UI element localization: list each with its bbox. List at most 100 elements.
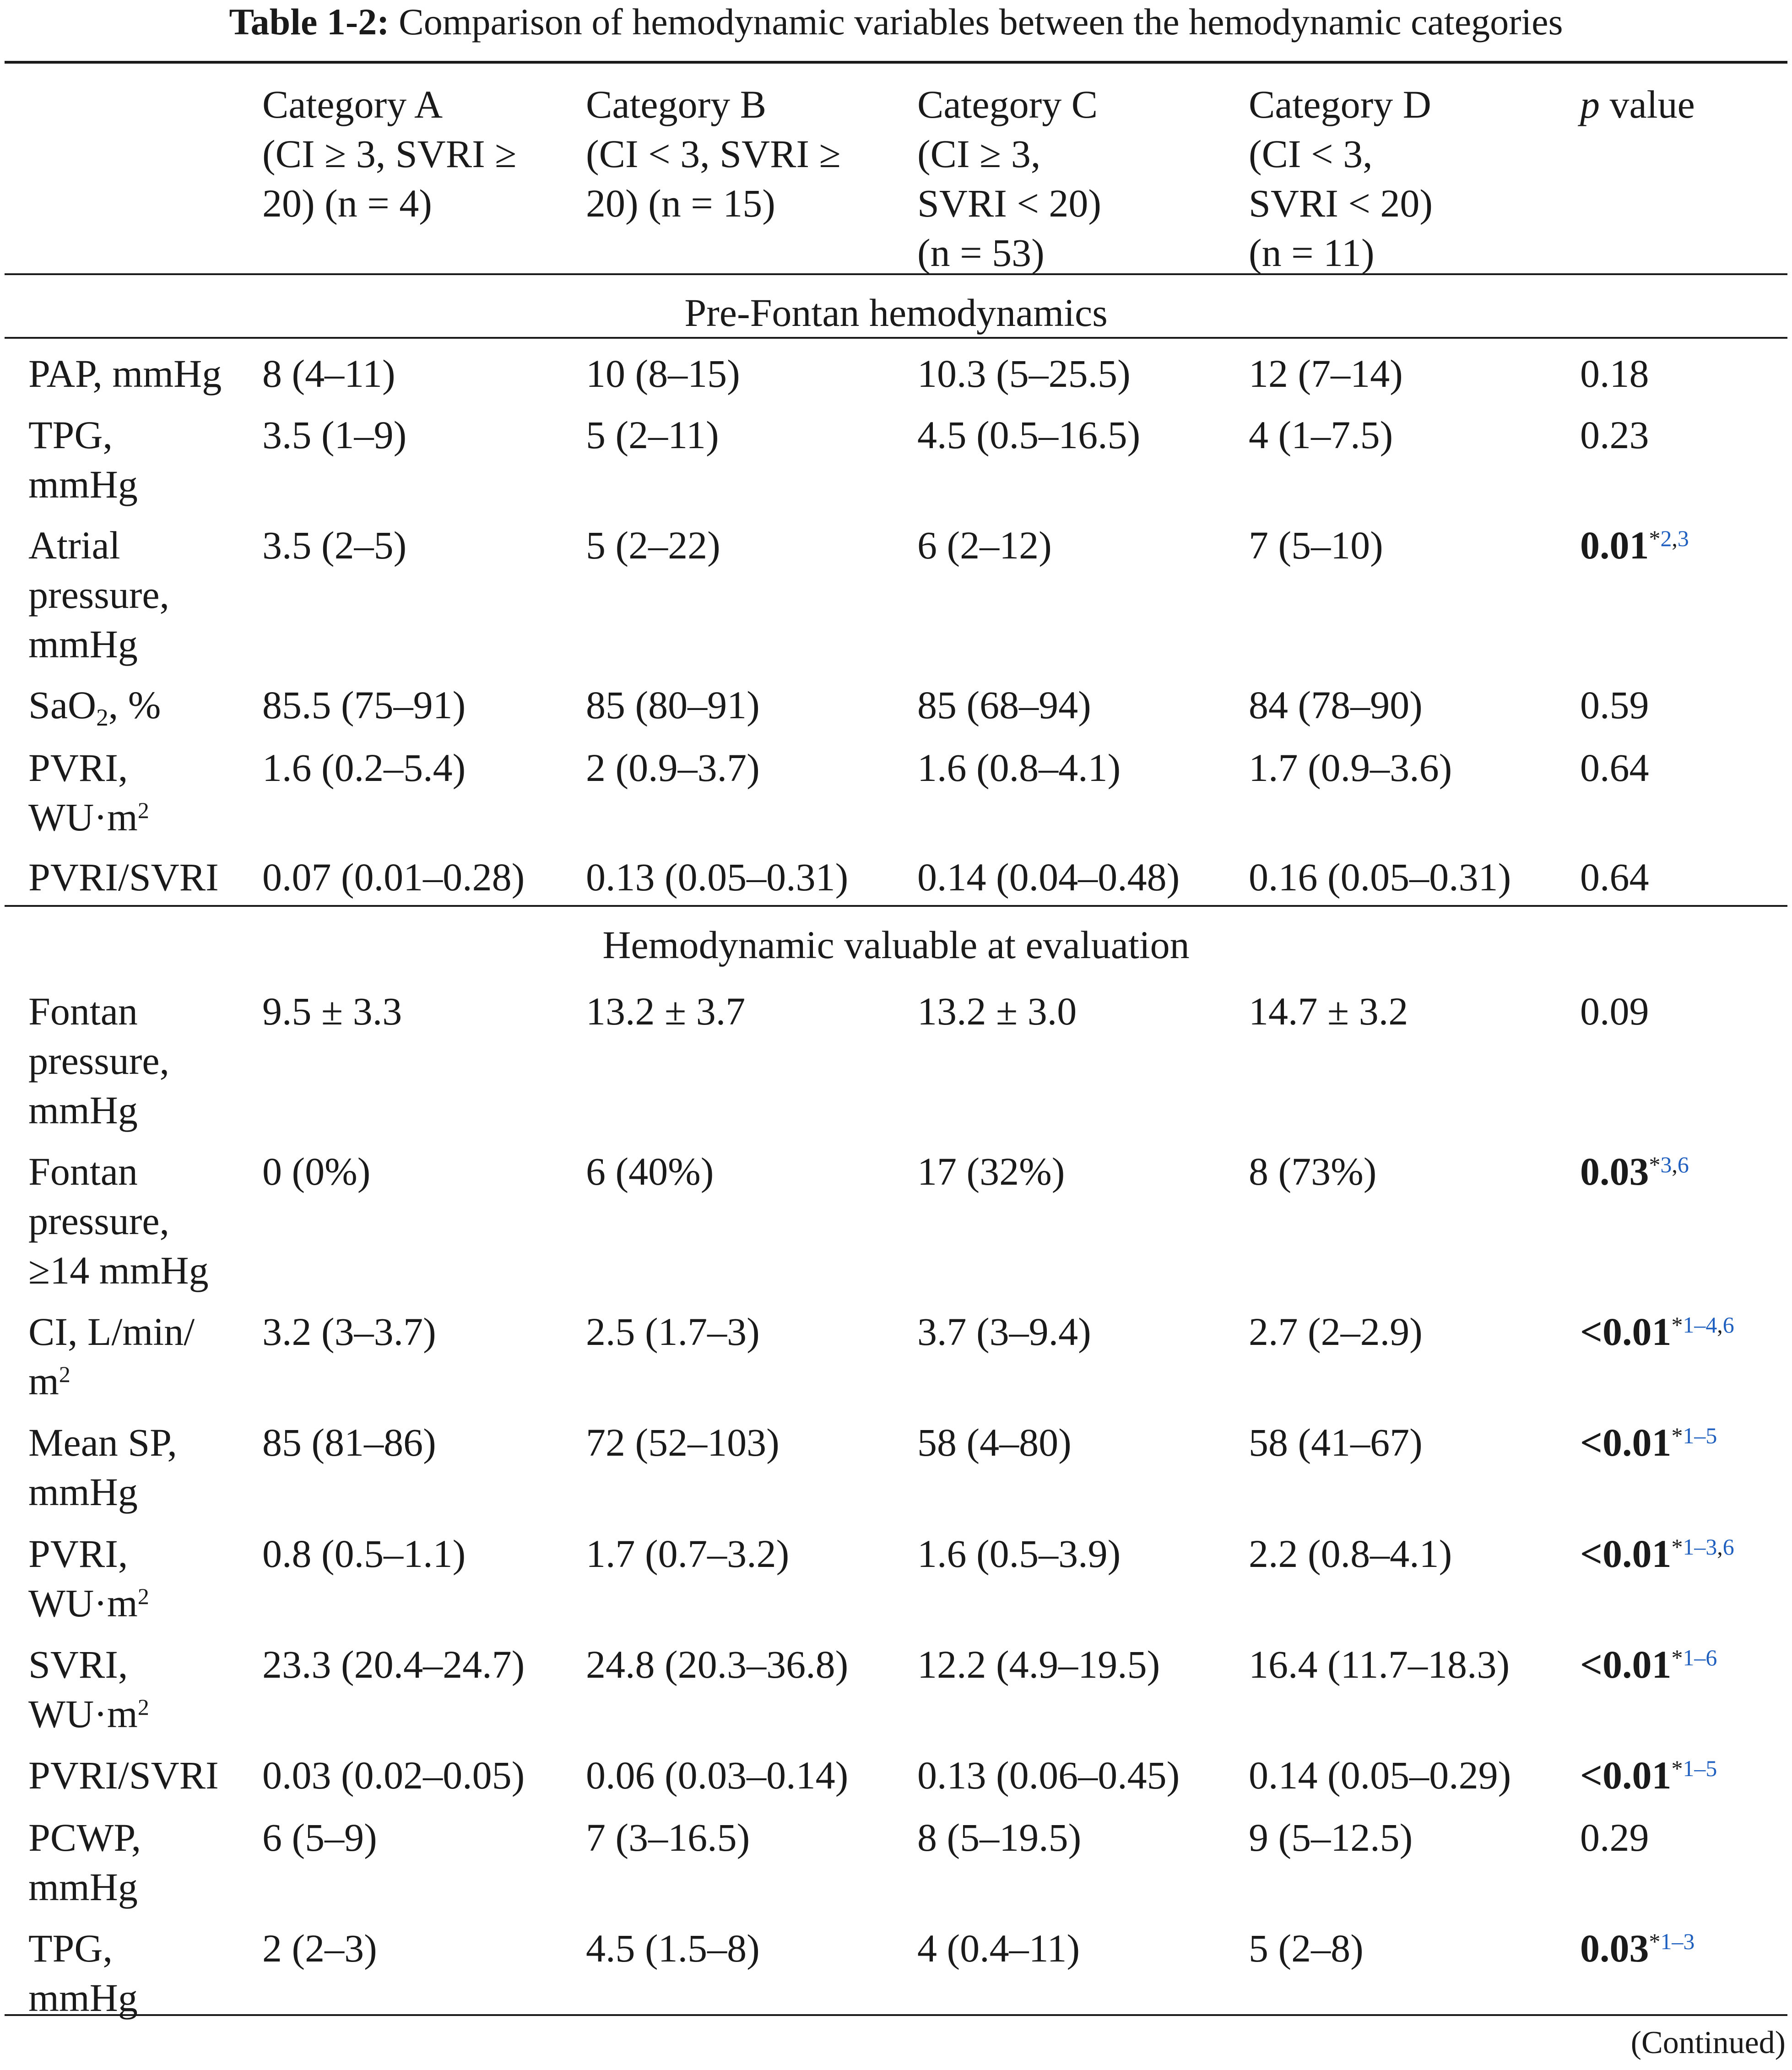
footnote-ref[interactable]: 1–3 [1660, 1929, 1695, 1954]
p-value-cell: 0.64 [1580, 743, 1649, 792]
value-cell: 0.07 (0.01–0.28) [262, 855, 525, 899]
column-header-line: 20) (n = 15) [586, 181, 775, 225]
footnote-ref[interactable]: 3 [1660, 1152, 1672, 1177]
p-value-cell: <0.01*1–5 [1580, 1418, 1717, 1467]
value-cell: 7 (3–16.5) [586, 1815, 750, 1859]
p-footnote-refs: *1–3 [1649, 1929, 1695, 1954]
value-cell: 10.3 (5–25.5) [917, 352, 1131, 396]
value-cell: 0.16 (0.05–0.31) [1249, 855, 1511, 899]
row-label-line: WU·m2 [28, 1578, 149, 1628]
p-value-cell: 0.59 [1580, 680, 1649, 730]
p-value: <0.01 [1580, 1642, 1672, 1686]
footnote-ref[interactable]: 6 [1677, 1152, 1689, 1177]
p-value: 0.18 [1580, 352, 1649, 396]
column-header-line: (CI < 3, [1249, 132, 1373, 176]
row-label-line: m2 [28, 1356, 195, 1406]
p-value-cell: <0.01*1–5 [1580, 1750, 1717, 1800]
footnote-ref[interactable]: 1–3 [1683, 1534, 1717, 1560]
ref-separator: , [1672, 1152, 1678, 1177]
table-title: Comparison of hemodynamic variables betw… [399, 1, 1563, 43]
row-label-line: PVRI, [28, 746, 128, 790]
value-cell: 85 (68–94) [917, 683, 1091, 727]
continued-note: (Continued) [1630, 2025, 1786, 2060]
row-label: PAP, mmHg [28, 349, 222, 398]
p-footnote-refs: *3,6 [1649, 1152, 1689, 1177]
section-title-2: Hemodynamic valuable at evaluation [602, 923, 1190, 967]
p-value: 0.23 [1580, 413, 1649, 457]
value-cell: 5 (2–11) [586, 413, 719, 457]
row-label-line: pressure, [28, 1039, 170, 1083]
value-cell: 16.4 (11.7–18.3) [1249, 1642, 1510, 1686]
value-cell: 0.14 (0.05–0.29) [1249, 1753, 1511, 1797]
bottom-rule [5, 2014, 1787, 2016]
value-cell: 1.6 (0.2–5.4) [262, 746, 466, 790]
value-cell: 3.2 (3–3.7) [262, 1310, 436, 1354]
p-value-cell: 0.64 [1580, 852, 1649, 902]
value-cell: 3.5 (2–5) [262, 523, 407, 567]
footnote-ref[interactable]: 1–6 [1683, 1645, 1717, 1670]
row-label-line: pressure, [28, 573, 170, 617]
p-italic: p [1580, 82, 1600, 126]
value-cell: 24.8 (20.3–36.8) [586, 1642, 849, 1686]
footnote-ref[interactable]: 6 [1722, 1312, 1734, 1338]
value-cell: 5 (2–22) [586, 523, 720, 567]
row-label-line: mmHg [28, 622, 138, 666]
row-label-line: Fontan [28, 989, 138, 1033]
row-label-line: Mean SP, [28, 1420, 177, 1464]
value-cell: 2.7 (2–2.9) [1249, 1310, 1423, 1354]
value-cell: 14.7 ± 3.2 [1249, 989, 1408, 1033]
row-label-line: PVRI, [28, 1532, 128, 1576]
p-value-cell: 0.03*3,6 [1580, 1147, 1689, 1196]
column-header-line: (n = 53) [917, 231, 1045, 275]
column-header-2: Category B (CI < 3, SVRI ≥ 20) (n = 15) [586, 80, 841, 228]
superscript: 2 [59, 1361, 70, 1387]
footnote-ref[interactable]: 3 [1677, 526, 1689, 551]
value-cell: 17 (32%) [917, 1149, 1065, 1193]
value-cell: 0.13 (0.05–0.31) [586, 855, 849, 899]
value-cell: 6 (40%) [586, 1149, 714, 1193]
column-header-3: Category C (CI ≥ 3, SVRI < 20) (n = 53) [917, 80, 1101, 277]
row-label-line: TPG, [28, 413, 113, 457]
p-value: 0.01 [1580, 523, 1649, 567]
value-cell: 10 (8–15) [586, 352, 740, 396]
value-cell: 0.8 (0.5–1.1) [262, 1532, 466, 1576]
footnote-ref[interactable]: 1–4 [1683, 1312, 1717, 1338]
value-cell: 58 (41–67) [1249, 1420, 1423, 1464]
label-text: WU·m [28, 795, 138, 839]
footnote-ref[interactable]: 6 [1722, 1534, 1734, 1560]
value-cell: 3.5 (1–9) [262, 413, 407, 457]
footnote-ref[interactable]: 1–5 [1683, 1756, 1717, 1781]
p-value: <0.01 [1580, 1532, 1672, 1576]
column-header-line: SVRI < 20) [1249, 181, 1433, 225]
value-cell: 2 (0.9–3.7) [586, 746, 760, 790]
subscript: 2 [96, 703, 108, 731]
row-label: Fontan pressure, ≥14 mmHg [28, 1147, 209, 1295]
p-footnote-refs: *1–6 [1672, 1645, 1717, 1670]
label-text: WU·m [28, 1581, 138, 1625]
section-title-1: Pre-Fontan hemodynamics [684, 291, 1108, 335]
ref-separator: , [1672, 526, 1678, 551]
value-cell: 0 (0%) [262, 1149, 371, 1193]
value-cell: 1.6 (0.8–4.1) [917, 746, 1121, 790]
column-header-line: Category D [1249, 82, 1431, 126]
column-header-line: SVRI < 20) [917, 181, 1102, 225]
row-label: Atrial pressure, mmHg [28, 520, 169, 669]
p-value: <0.01 [1580, 1753, 1672, 1797]
footnote-ref[interactable]: 1–5 [1683, 1423, 1717, 1448]
value-cell: 72 (52–103) [586, 1420, 780, 1464]
label-text: SaO [28, 683, 97, 727]
row-label: PCWP, mmHg [28, 1813, 141, 1912]
p-value: 0.64 [1580, 855, 1649, 899]
value-cell: 6 (5–9) [262, 1815, 377, 1859]
column-header-line: Category C [917, 82, 1098, 126]
p-value: 0.09 [1580, 989, 1649, 1033]
p-value-cell: <0.01*1–4,6 [1580, 1307, 1734, 1356]
row-label-line: pressure, [28, 1199, 170, 1243]
value-cell: 1.7 (0.9–3.6) [1249, 746, 1452, 790]
p-footnote-refs: *1–5 [1672, 1423, 1717, 1448]
footnote-ref[interactable]: 2 [1660, 526, 1672, 551]
value-cell: 5 (2–8) [1249, 1926, 1364, 1970]
value-cell: 8 (5–19.5) [917, 1815, 1082, 1859]
row-label: PVRI, WU·m2 [28, 1529, 149, 1628]
